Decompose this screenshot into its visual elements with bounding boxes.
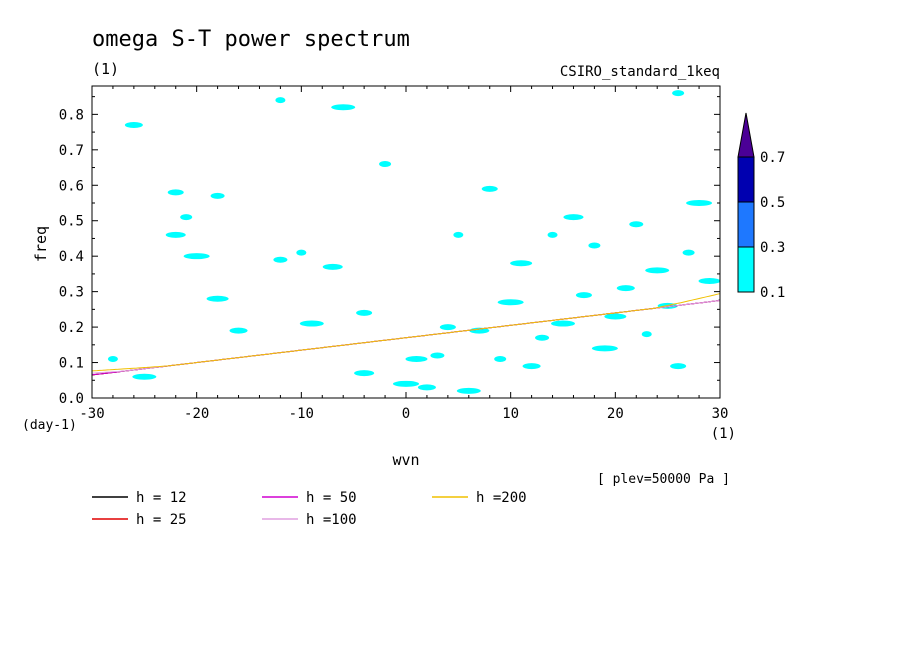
contour-patch	[180, 214, 193, 221]
contour-patch	[481, 185, 498, 192]
y-tick-label: 0.1	[59, 356, 84, 372]
x-tick-label: 0	[402, 406, 410, 422]
contour-patch	[456, 387, 481, 394]
contour-patch	[682, 249, 695, 256]
x-tick-label: -10	[289, 406, 314, 422]
contour-patch	[132, 373, 157, 380]
contour-patch	[453, 231, 464, 238]
y-axis-units: (day-1)	[22, 418, 77, 433]
contour-patch	[275, 97, 286, 104]
contour-patch	[107, 356, 118, 362]
colorbar-label: 0.7	[760, 150, 785, 166]
contour-patch	[210, 192, 225, 199]
y-tick-label: 0.0	[59, 391, 84, 407]
dispersion-curves	[91, 293, 721, 376]
colorbar-label: 0.5	[760, 195, 785, 211]
contour-patch	[229, 327, 248, 334]
x-tick-label: -30	[79, 406, 104, 422]
x-tick-label: 10	[502, 406, 519, 422]
y-tick-label: 0.8	[59, 107, 84, 123]
contour-patch	[331, 104, 356, 111]
contour-patch	[641, 331, 652, 338]
contour-patch	[405, 356, 428, 362]
contour-patch	[563, 214, 584, 221]
legend-label: h =200	[476, 490, 527, 506]
legend-label: h = 25	[136, 512, 187, 528]
model-label: CSIRO_standard_1keq	[560, 64, 720, 80]
colorbar-segment	[737, 246, 755, 293]
contour-patches	[107, 90, 721, 394]
contour-patch	[575, 292, 592, 299]
contour-patch	[670, 363, 687, 370]
contour-patch	[588, 242, 601, 249]
contour-patch	[439, 324, 456, 331]
contour-patch	[547, 231, 558, 238]
contour-patch	[296, 249, 307, 256]
x-tick-label: -20	[184, 406, 209, 422]
contour-patch	[591, 345, 618, 352]
contour-patch	[322, 263, 343, 270]
legend-label: h = 12	[136, 490, 187, 506]
axis-ticks: -30 -20 -10 0 10 20 30 0.0 0.1 0.2 0.3 0.4 0.5 0.6 0.7…	[59, 86, 729, 422]
contour-patch	[124, 122, 143, 128]
y-tick-label: 0.4	[59, 249, 84, 265]
x-axis-label: wvn	[392, 451, 419, 469]
contour-patch	[629, 221, 644, 228]
contour-patch	[273, 256, 288, 263]
contour-patch	[604, 313, 627, 320]
contour-patch	[522, 363, 541, 370]
colorbar-segment	[737, 156, 755, 203]
y-tick-label: 0.3	[59, 285, 84, 301]
contour-patch	[469, 327, 490, 334]
contour-patch	[551, 320, 575, 327]
x-tick-label: 30	[712, 406, 729, 422]
y-axis-label: freq	[32, 226, 50, 262]
colorbar-segment	[737, 201, 755, 248]
contour-patch	[645, 267, 670, 274]
colorbar-label: 0.3	[760, 240, 785, 256]
pressure-level-note: [ plev=50000 Pa ]	[597, 472, 730, 487]
y-tick-label: 0.6	[59, 178, 84, 194]
y-tick-label: 0.5	[59, 214, 84, 230]
contour-patch	[167, 189, 184, 196]
contour-patch	[672, 90, 685, 97]
contour-patch	[379, 161, 392, 167]
y-tick-label: 0.7	[59, 143, 84, 159]
curve-legend: h = 12 h = 25 h = 50 h =100 h =200	[92, 490, 527, 528]
chart-units-label: (1)	[92, 60, 119, 78]
y-tick-label: 0.2	[59, 320, 84, 336]
plot-area: -30 -20 -10 0 10 20 30 0.0 0.1 0.2 0.3 0.4 0.5 0.6 0.7…	[59, 85, 729, 422]
legend-label: h = 50	[306, 490, 357, 506]
plot-frame	[91, 85, 721, 399]
contour-patch	[417, 384, 436, 391]
contour-patch	[206, 295, 229, 302]
contour-patch	[698, 278, 721, 284]
chart-title: omega S-T power spectrum	[92, 27, 410, 52]
contour-patch	[430, 352, 445, 359]
colorbar-label: 0.1	[760, 285, 785, 301]
colorbar: 0.1 0.3 0.5 0.7	[737, 112, 785, 301]
x-axis-units: (1)	[711, 426, 736, 442]
contour-patch	[165, 231, 186, 238]
colorbar-extend-triangle	[737, 112, 755, 158]
contour-patch	[299, 320, 324, 327]
contour-patch	[494, 356, 507, 362]
contour-patch	[497, 299, 524, 306]
x-tick-label: 20	[607, 406, 624, 422]
contour-patch	[686, 200, 713, 206]
contour-patch	[183, 253, 210, 260]
contour-patch	[616, 285, 635, 292]
contour-patch	[356, 309, 373, 316]
legend-label: h =100	[306, 512, 357, 528]
contour-patch	[535, 334, 550, 341]
contour-patch	[354, 370, 375, 377]
dispersion-curve	[91, 293, 721, 372]
contour-patch	[510, 260, 533, 267]
contour-patch	[393, 380, 419, 387]
